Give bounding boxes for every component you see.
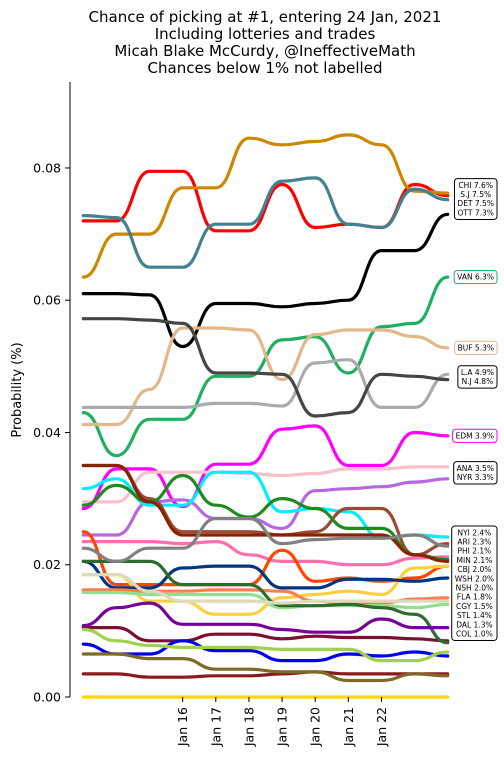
x-tick-label: Jan 20 [308,707,323,747]
x-tick-label: Jan 16 [175,707,190,747]
series-line-unlabelled-23 [81,559,450,645]
value-tag-text: NSH 2.0% [456,584,493,593]
series-line-unlabelled-24 [81,601,450,634]
value-tag-text: FLA 1.8% [457,593,492,602]
value-tag-box [454,340,498,355]
value-tag-box [453,178,498,220]
series-line-ana [81,465,450,504]
value-tag-text: DET 7.5% [457,199,494,208]
value-tag-text: STL 1.4% [457,611,492,620]
series-line-unlabelled-25 [81,639,450,663]
value-tag: EDM 3.9% [452,428,498,443]
series-line-cbj [81,463,450,563]
axes: 0.00 0.02 0.04 0.06 0.08 Jan 16 Jan 17 Jan 18 Ja… [33,82,389,747]
x-tick-label: Jan 18 [241,707,256,747]
value-tag-text: L.A 4.9% [461,368,494,377]
value-tag-text: OTT 7.3% [458,208,494,217]
series-line-nj [81,317,450,418]
value-tag-text: NYR 3.3% [457,473,494,482]
value-tag-text: MIN 2.1% [457,556,493,565]
chart-title-line-2: Including lotteries and trades [154,25,376,43]
value-tag-box [452,428,498,443]
y-tick-label: 0.04 [33,425,61,440]
value-tag-text: CHI 7.6% [458,181,493,190]
value-tag-box [457,365,498,389]
y-tick-label: 0.08 [33,160,61,175]
value-tag-box [451,525,498,641]
value-tag-text: PHI 2.1% [457,547,491,556]
value-tag-text: BUF 5.3% [458,343,494,352]
series-line-unlabelled-27 [81,652,450,683]
value-tag-text: CGY 1.5% [456,602,493,611]
value-tag-text: S.J 7.5% [460,190,491,199]
series-line-dal [81,625,450,643]
value-tag: L.A 4.9%N.J 4.8% [457,365,498,389]
series-line-ari [81,463,450,557]
chart-title-line-4: Chances below 1% not labelled [147,59,383,77]
value-tag-text: ANA 3.5% [457,464,494,473]
series-line-sj [81,133,450,279]
value-tag: BUF 5.3% [454,340,498,355]
series-line-unlabelled-29 [81,516,450,563]
value-tag-text: WSH 2.0% [455,574,494,583]
series-line-unlabelled-26 [81,627,450,663]
series-line-fla [81,559,450,590]
series-line-nsh [81,564,450,616]
value-tag-box [453,269,498,285]
series-line-det [81,176,450,269]
chart-title-line-3: Micah Blake McCurdy, @IneffectiveMath [114,42,416,60]
series-line-wsh [81,530,450,587]
value-tag-box [453,461,498,485]
y-tick-label: 0.00 [33,690,61,705]
chart-title-line-1: Chance of picking at #1, entering 24 Jan… [88,8,442,26]
value-tag-text: VAN 6.3% [457,273,494,282]
y-axis-label: Probability (%) [10,342,25,437]
series-line-ott [81,212,450,349]
value-tag-text: CBJ 2.0% [457,565,491,574]
x-tick-label: Jan 17 [208,707,223,747]
series-line-buf [81,326,450,427]
y-tick-label: 0.06 [33,293,61,308]
series-line-la [81,358,450,410]
x-tick-label: Jan 22 [374,707,389,747]
x-tick-label: Jan 19 [275,707,290,747]
y-tick-label: 0.02 [33,557,61,572]
value-tag-text: N.J 4.8% [462,377,494,386]
series-line-phi [81,539,450,567]
value-tag-text: EDM 3.9% [456,431,494,440]
value-tag-text: COL 1.0% [456,630,493,639]
series-line-col [81,670,450,679]
value-tag: NYI 2.4%ARI 2.3%PHI 2.1%MIN 2.1%CBJ 2.0%… [451,525,498,641]
series-line-edm [81,424,450,511]
x-tick-label: Jan 21 [341,707,356,747]
series-line-unlabelled-28 [81,573,450,605]
value-tag-text: DAL 1.3% [456,620,492,629]
value-tag-text: NYI 2.4% [457,528,491,537]
value-tag: CHI 7.6%S.J 7.5%DET 7.5%OTT 7.3% [453,178,498,220]
value-tag-text: ARI 2.3% [457,538,491,547]
series-lines [81,133,450,699]
value-tags: CHI 7.6%S.J 7.5%DET 7.5%OTT 7.3% VAN 6.3%… [451,178,498,641]
value-tag: VAN 6.3% [453,269,498,285]
value-tag: ANA 3.5%NYR 3.3% [453,461,498,485]
